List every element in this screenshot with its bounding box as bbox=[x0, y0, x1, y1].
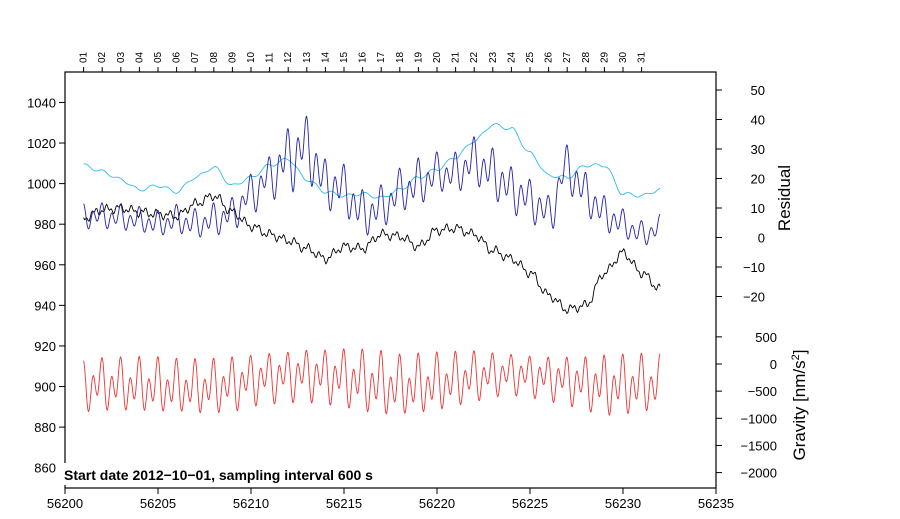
series-tide-line bbox=[83, 348, 661, 417]
left-tick-label: 1020 bbox=[27, 136, 56, 151]
x-tick-label: 56205 bbox=[140, 496, 176, 511]
top-tick-label: 19 bbox=[413, 51, 424, 63]
top-tick-label: 20 bbox=[432, 51, 443, 63]
top-tick-label: 03 bbox=[116, 51, 127, 63]
left-tick-label: 860 bbox=[34, 461, 56, 476]
annotation-box bbox=[59, 463, 429, 485]
top-tick-label: 27 bbox=[562, 51, 573, 63]
top-tick-label: 10 bbox=[246, 51, 257, 63]
left-tick-label: 880 bbox=[34, 420, 56, 435]
top-tick-label: 08 bbox=[209, 51, 220, 63]
residual-tick-label: 30 bbox=[751, 142, 765, 157]
top-tick-label: 24 bbox=[506, 51, 517, 63]
top-tick-label: 05 bbox=[153, 51, 164, 63]
residual-tick-label: 50 bbox=[751, 83, 765, 98]
top-tick-label: 18 bbox=[395, 51, 406, 63]
x-tick-label: 56230 bbox=[605, 496, 641, 511]
residual-tick-label: −10 bbox=[743, 260, 765, 275]
residual-tick-label: 20 bbox=[751, 172, 765, 187]
ticks-layer: 56200 56205 56210 56215 56220 56225 56230 56235… bbox=[27, 51, 777, 511]
x-tick-label: 56200 bbox=[47, 496, 83, 511]
gravity-axis-label-end: ] bbox=[790, 350, 809, 355]
series-residual-line bbox=[83, 192, 661, 315]
residual-tick-label: 10 bbox=[751, 201, 765, 216]
top-tick-label: 04 bbox=[134, 51, 145, 63]
plot-frame bbox=[64, 71, 717, 489]
top-tick-label: 21 bbox=[451, 51, 462, 63]
top-tick-label: 26 bbox=[544, 51, 555, 63]
series-pressure-line bbox=[83, 123, 661, 199]
top-tick-label: 28 bbox=[581, 51, 592, 63]
residual-tick-label: 0 bbox=[758, 231, 765, 246]
left-tick-label: 960 bbox=[34, 258, 56, 273]
x-tick-label: 56235 bbox=[698, 496, 734, 511]
gravity-tick-label: −500 bbox=[748, 384, 777, 399]
series-residual_gravity-line bbox=[83, 115, 661, 246]
top-tick-label: 07 bbox=[190, 51, 201, 63]
top-tick-label: 09 bbox=[227, 51, 238, 63]
gravity-tick-label: −1500 bbox=[740, 438, 777, 453]
left-tick-label: 1000 bbox=[27, 177, 56, 192]
gravity-tick-label: 500 bbox=[755, 330, 777, 345]
x-tick-label: 56210 bbox=[233, 496, 269, 511]
top-tick-label: 02 bbox=[97, 51, 108, 63]
top-tick-label: 30 bbox=[618, 51, 629, 63]
top-tick-label: 22 bbox=[469, 51, 480, 63]
x-tick-label: 56225 bbox=[512, 496, 548, 511]
x-tick-label: 56220 bbox=[419, 496, 455, 511]
top-tick-label: 14 bbox=[320, 51, 331, 63]
top-tick-label: 06 bbox=[172, 51, 183, 63]
x-tick-label: 56215 bbox=[326, 496, 362, 511]
gravity-axis-label-main: Gravity [nm/s bbox=[790, 360, 809, 460]
top-tick-label: 17 bbox=[376, 51, 387, 63]
series-layer bbox=[83, 115, 661, 417]
top-tick-label: 11 bbox=[265, 52, 276, 63]
left-tick-label: 900 bbox=[34, 380, 56, 395]
top-tick-label: 31 bbox=[637, 51, 648, 63]
top-tick-label: 12 bbox=[283, 51, 294, 63]
left-tick-label: 980 bbox=[34, 217, 56, 232]
residual-tick-label: −20 bbox=[743, 290, 765, 305]
gravity-tick-label: −1000 bbox=[740, 411, 777, 426]
gravity-tick-label: −2000 bbox=[740, 466, 777, 481]
residual-tick-label: 40 bbox=[751, 113, 765, 128]
residual-axis-label: Residual bbox=[775, 165, 794, 231]
gravity-axis-label-sup: 2 bbox=[790, 354, 802, 360]
top-tick-label: 29 bbox=[599, 51, 610, 63]
top-tick-label: 13 bbox=[302, 51, 313, 63]
axes-layer bbox=[64, 71, 717, 489]
top-tick-label: 25 bbox=[525, 51, 536, 63]
gravity-tick-label: 0 bbox=[770, 357, 777, 372]
gravity-axis-label: Gravity [nm/s2] bbox=[790, 350, 809, 461]
left-tick-label: 1040 bbox=[27, 95, 56, 110]
top-tick-label: 16 bbox=[358, 51, 369, 63]
top-tick-label: 23 bbox=[488, 51, 499, 63]
top-tick-label: 01 bbox=[79, 51, 90, 63]
annotation-text: Start date 2012−10−01, sampling interval… bbox=[64, 467, 373, 483]
top-tick-label: 15 bbox=[339, 51, 350, 63]
left-tick-label: 940 bbox=[34, 298, 56, 313]
left-tick-label: 920 bbox=[34, 339, 56, 354]
